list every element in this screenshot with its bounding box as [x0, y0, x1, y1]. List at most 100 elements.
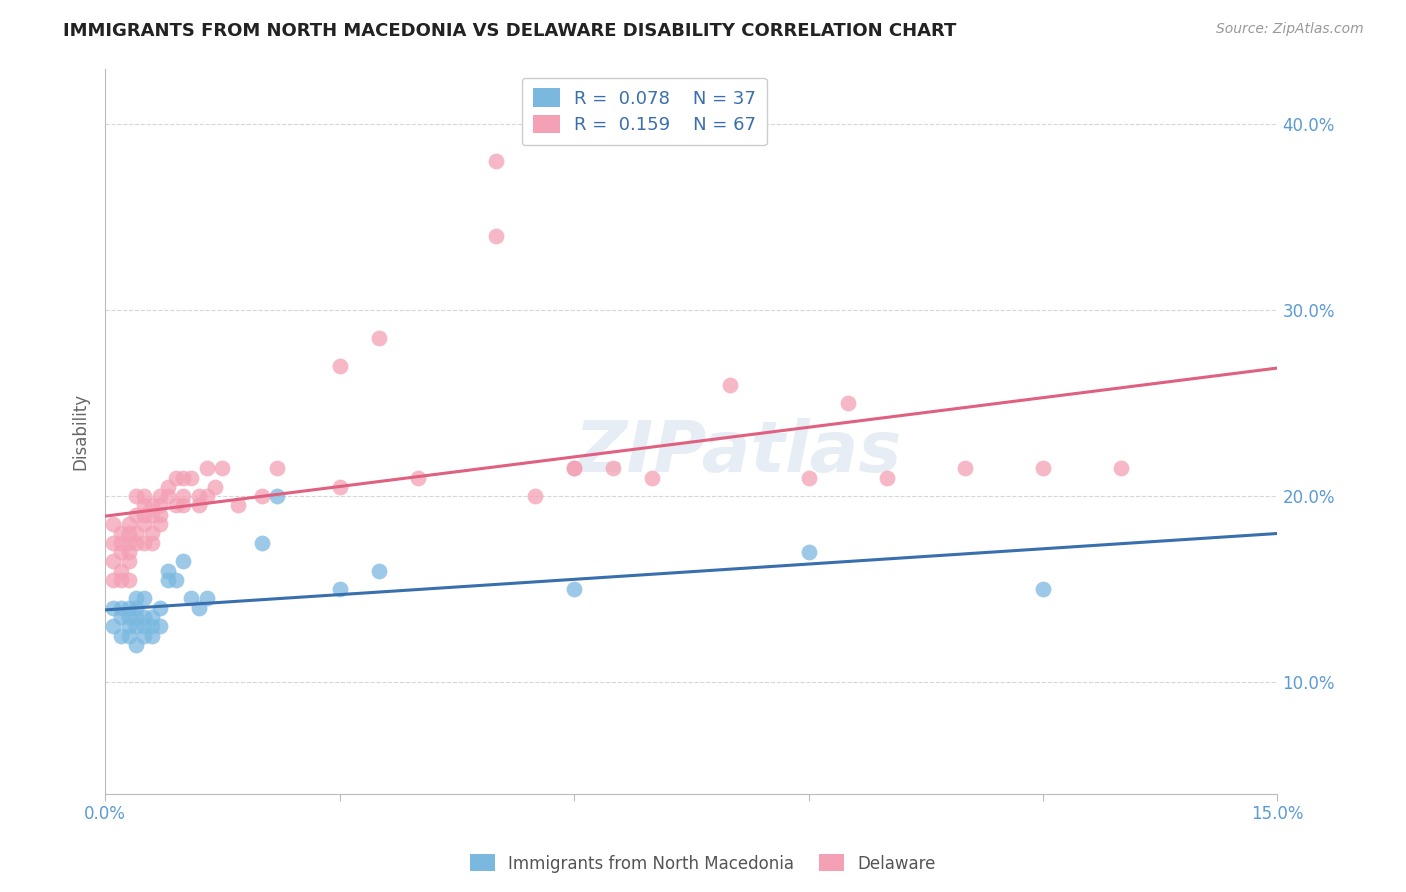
- Point: [602, 461, 624, 475]
- Legend: R =  0.078    N = 37, R =  0.159    N = 67: R = 0.078 N = 37, R = 0.159 N = 67: [522, 78, 768, 145]
- Point: [195, 489, 218, 503]
- Point: [101, 600, 124, 615]
- Point: [110, 526, 132, 541]
- Point: [118, 535, 141, 549]
- Point: [110, 600, 132, 615]
- Point: [125, 526, 148, 541]
- Point: [141, 499, 163, 513]
- Point: [367, 564, 389, 578]
- Point: [1032, 461, 1054, 475]
- Point: [718, 377, 741, 392]
- Point: [118, 610, 141, 624]
- Point: [1032, 582, 1054, 596]
- Point: [134, 591, 156, 606]
- Point: [562, 461, 585, 475]
- Point: [134, 508, 156, 522]
- Point: [149, 489, 172, 503]
- Point: [118, 619, 141, 633]
- Legend: Immigrants from North Macedonia, Delaware: Immigrants from North Macedonia, Delawar…: [464, 847, 942, 880]
- Point: [876, 470, 898, 484]
- Point: [266, 489, 288, 503]
- Point: [134, 517, 156, 532]
- Point: [797, 545, 820, 559]
- Point: [188, 600, 211, 615]
- Point: [195, 461, 218, 475]
- Point: [250, 535, 273, 549]
- Point: [406, 470, 429, 484]
- Point: [101, 517, 124, 532]
- Point: [156, 489, 179, 503]
- Text: ZIPatlas: ZIPatlas: [575, 418, 901, 487]
- Point: [101, 535, 124, 549]
- Point: [110, 535, 132, 549]
- Point: [110, 564, 132, 578]
- Point: [172, 499, 194, 513]
- Point: [134, 629, 156, 643]
- Point: [329, 359, 352, 373]
- Point: [149, 499, 172, 513]
- Text: Source: ZipAtlas.com: Source: ZipAtlas.com: [1216, 22, 1364, 37]
- Point: [149, 508, 172, 522]
- Point: [125, 600, 148, 615]
- Point: [149, 600, 172, 615]
- Point: [118, 573, 141, 587]
- Point: [118, 545, 141, 559]
- Point: [110, 573, 132, 587]
- Point: [141, 629, 163, 643]
- Point: [101, 619, 124, 633]
- Point: [188, 499, 211, 513]
- Point: [134, 610, 156, 624]
- Point: [329, 480, 352, 494]
- Point: [172, 554, 194, 568]
- Point: [141, 508, 163, 522]
- Point: [172, 489, 194, 503]
- Point: [125, 489, 148, 503]
- Point: [165, 470, 187, 484]
- Point: [172, 470, 194, 484]
- Point: [110, 610, 132, 624]
- Point: [180, 470, 202, 484]
- Point: [156, 480, 179, 494]
- Point: [837, 396, 859, 410]
- Point: [195, 591, 218, 606]
- Point: [1109, 461, 1132, 475]
- Point: [156, 564, 179, 578]
- Point: [188, 489, 211, 503]
- Point: [156, 573, 179, 587]
- Point: [165, 573, 187, 587]
- Point: [266, 461, 288, 475]
- Text: IMMIGRANTS FROM NORTH MACEDONIA VS DELAWARE DISABILITY CORRELATION CHART: IMMIGRANTS FROM NORTH MACEDONIA VS DELAW…: [63, 22, 956, 40]
- Point: [118, 526, 141, 541]
- Point: [125, 619, 148, 633]
- Point: [125, 610, 148, 624]
- Point: [125, 638, 148, 652]
- Point: [118, 629, 141, 643]
- Point: [134, 499, 156, 513]
- Point: [125, 535, 148, 549]
- Point: [101, 573, 124, 587]
- Point: [141, 526, 163, 541]
- Point: [134, 535, 156, 549]
- Point: [211, 461, 233, 475]
- Point: [485, 154, 508, 169]
- Point: [125, 591, 148, 606]
- Point: [367, 331, 389, 345]
- Point: [641, 470, 664, 484]
- Point: [141, 619, 163, 633]
- Point: [524, 489, 547, 503]
- Point: [141, 610, 163, 624]
- Point: [118, 517, 141, 532]
- Point: [149, 517, 172, 532]
- Point: [329, 582, 352, 596]
- Point: [110, 545, 132, 559]
- Point: [485, 228, 508, 243]
- Point: [165, 499, 187, 513]
- Point: [134, 619, 156, 633]
- Point: [118, 554, 141, 568]
- Point: [134, 489, 156, 503]
- Point: [204, 480, 226, 494]
- Point: [110, 629, 132, 643]
- Point: [180, 591, 202, 606]
- Point: [226, 499, 249, 513]
- Point: [797, 470, 820, 484]
